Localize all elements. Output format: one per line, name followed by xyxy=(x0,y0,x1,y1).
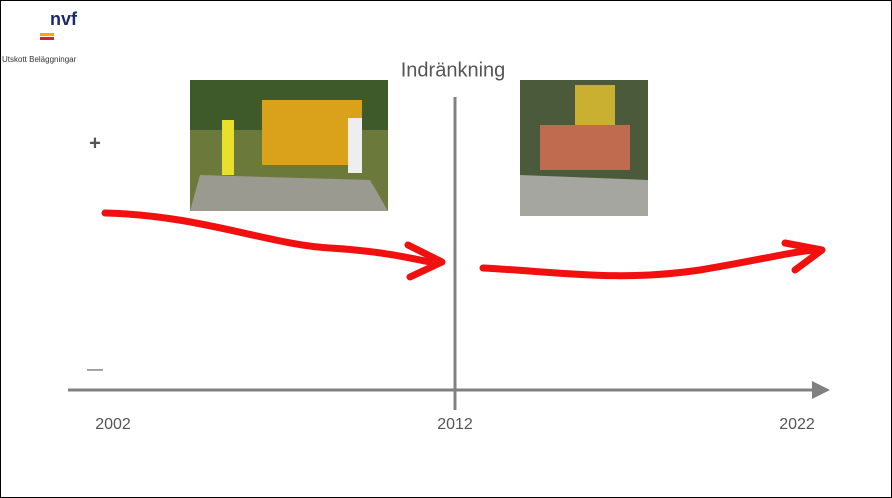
arrowhead xyxy=(781,239,826,274)
logo-caption: Utskott Beläggningar xyxy=(2,55,77,64)
logo-stripe xyxy=(40,37,54,40)
year-label: 2012 xyxy=(437,416,473,433)
trend-arrow xyxy=(101,209,434,266)
trend-arrow xyxy=(479,246,819,280)
logo: nvf Utskott Beläggningar xyxy=(2,9,78,64)
axis-arrowhead xyxy=(812,381,830,399)
title: Indränkning xyxy=(401,59,506,81)
logo-text: nvf xyxy=(50,9,78,29)
year-label: 2022 xyxy=(779,416,815,433)
year-label: 2002 xyxy=(95,416,131,433)
photo xyxy=(190,80,388,211)
minus-label: — xyxy=(87,361,103,378)
plus-label: + xyxy=(89,132,101,154)
arrowhead xyxy=(404,241,446,281)
logo-stripe xyxy=(40,33,54,36)
photo xyxy=(520,80,648,216)
